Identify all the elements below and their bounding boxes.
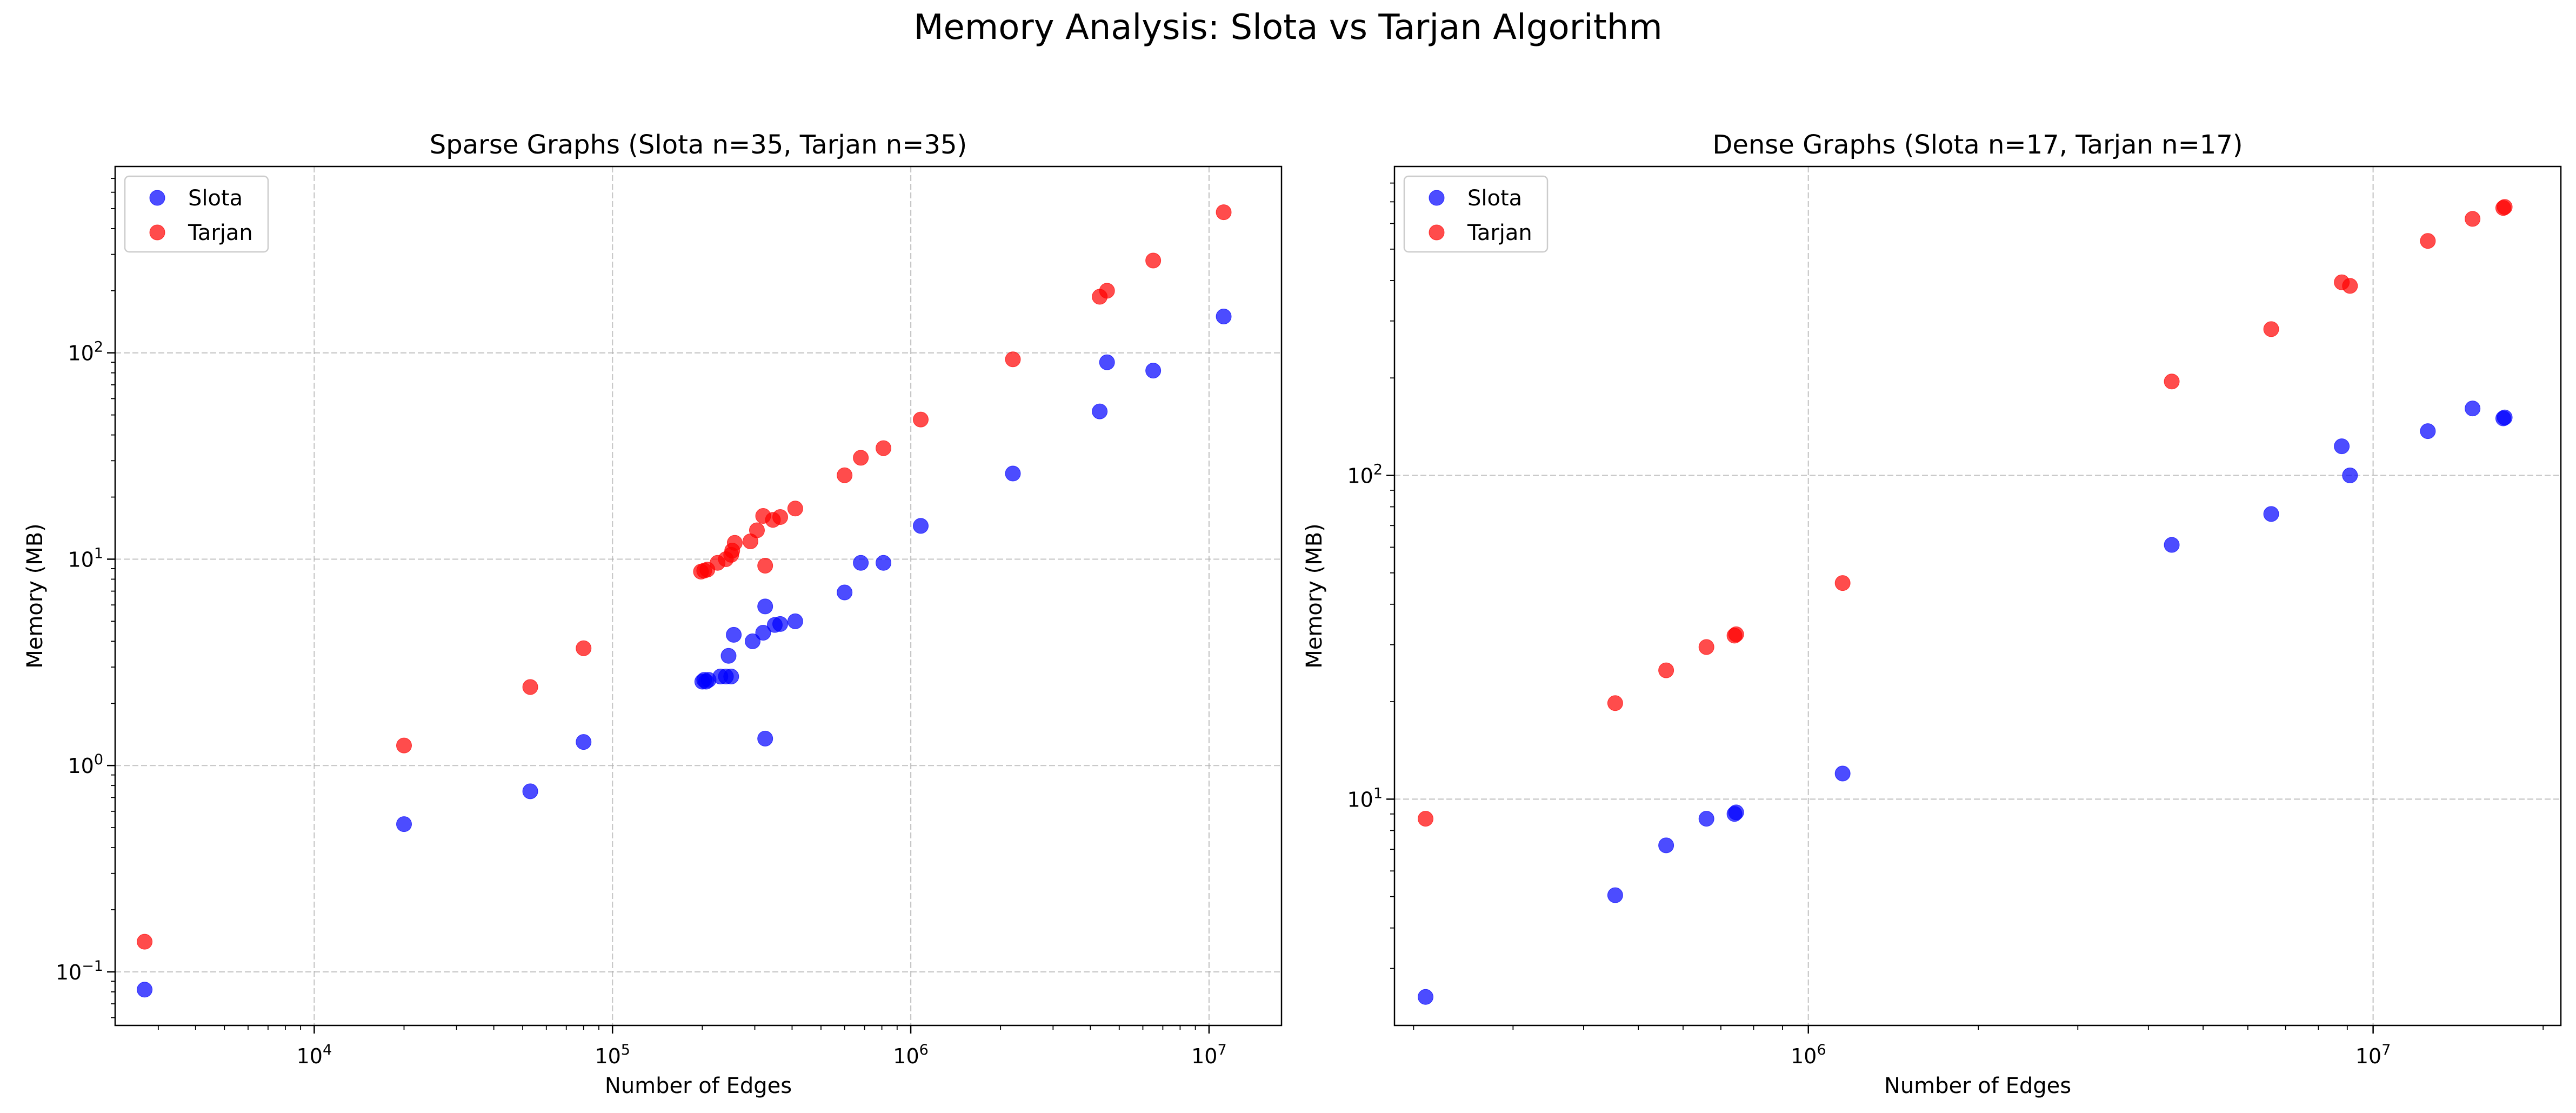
axes-frame: [1393, 165, 2562, 1027]
data-point-tarjan: [1005, 351, 1021, 368]
axes-frame: [114, 165, 1283, 1027]
x-tick-label: 105: [595, 1042, 630, 1068]
data-point-tarjan: [2497, 199, 2513, 215]
data-point-slota: [1418, 989, 1434, 1005]
x-tick-label: 104: [297, 1042, 332, 1068]
data-point-tarjan: [2465, 211, 2481, 227]
data-point-tarjan: [1099, 283, 1115, 299]
figure-suptitle: Memory Analysis: Slota vs Tarjan Algorit…: [913, 8, 1663, 48]
data-point-slota: [1099, 354, 1115, 370]
data-point-slota: [853, 555, 869, 571]
data-point-slota: [1005, 465, 1021, 482]
data-point-tarjan: [1418, 811, 1434, 827]
data-point-slota: [2164, 537, 2180, 553]
panel-title: Dense Graphs (Slota n=17, Tarjan n=17): [1712, 130, 2243, 160]
data-point-slota: [2342, 467, 2358, 483]
data-point-tarjan: [1145, 252, 1162, 269]
data-point-slota: [772, 616, 789, 632]
data-point-slota: [137, 982, 153, 998]
panel-dense: 106 107 101 102 Dense Graphs (Slota n=17, Ta…: [1302, 130, 2562, 1098]
data-point-tarjan: [1728, 626, 1744, 642]
y-axis-label: Memory (MB): [1302, 523, 1327, 669]
legend: Slota Tarjan: [124, 175, 269, 253]
data-point-slota: [2465, 401, 2481, 417]
data-point-slota: [522, 783, 538, 799]
x-tick-label: 106: [1791, 1042, 1826, 1068]
data-point-tarjan: [749, 522, 765, 538]
data-point-slota: [720, 648, 737, 664]
data-point-tarjan: [787, 501, 803, 517]
panel-title: Sparse Graphs (Slota n=35, Tarjan n=35): [430, 130, 967, 160]
data-point-slota: [2497, 409, 2513, 425]
data-point-tarjan: [1698, 639, 1714, 655]
y-tick-label: 100: [68, 751, 103, 778]
data-point-slota: [2334, 438, 2350, 455]
data-point-tarjan: [853, 450, 869, 466]
data-point-slota: [2263, 506, 2279, 522]
legend-marker-tarjan: [1429, 224, 1445, 241]
x-tick-label: 106: [893, 1042, 929, 1068]
data-point-slota: [576, 734, 592, 750]
x-tick-label: 107: [2355, 1042, 2391, 1068]
data-point-slota: [757, 730, 773, 747]
data-point-slota: [1658, 837, 1674, 854]
data-point-slota: [1092, 403, 1108, 419]
data-point-slota: [1834, 765, 1851, 782]
legend-label-slota: Slota: [1467, 186, 1522, 211]
y-tick-label: 102: [1347, 461, 1383, 488]
y-axis-label: Memory (MB): [23, 523, 48, 669]
data-point-tarjan: [876, 440, 892, 456]
data-point-slota: [726, 627, 742, 643]
data-point-tarjan: [2164, 374, 2180, 390]
legend-label-tarjan: Tarjan: [188, 221, 253, 245]
data-point-slota: [396, 816, 412, 832]
data-point-slota: [1145, 363, 1162, 379]
legend-label-tarjan: Tarjan: [1467, 221, 1532, 245]
x-tick-label: 107: [1191, 1042, 1227, 1068]
data-point-slota: [723, 669, 739, 685]
data-point-tarjan: [2420, 233, 2436, 249]
legend-marker-slota: [1429, 190, 1445, 206]
data-point-tarjan: [1607, 695, 1623, 711]
data-point-slota: [755, 625, 771, 641]
data-point-slota: [1216, 309, 1232, 325]
data-point-tarjan: [757, 557, 773, 574]
x-axis-label: Number of Edges: [1884, 1074, 2071, 1098]
data-point-slota: [2420, 423, 2436, 439]
data-point-slota: [837, 584, 853, 601]
legend-marker-tarjan: [149, 224, 165, 241]
data-point-slota: [744, 633, 760, 649]
data-point-tarjan: [1658, 662, 1674, 678]
data-point-slota: [1698, 811, 1714, 827]
y-tick-label: 101: [68, 545, 103, 571]
data-point-tarjan: [1216, 204, 1232, 221]
legend-label-slota: Slota: [188, 186, 243, 211]
y-tick-label: 10−1: [56, 958, 103, 984]
data-point-tarjan: [2263, 321, 2279, 337]
legend: Slota Tarjan: [1403, 175, 1549, 253]
data-point-tarjan: [2342, 278, 2358, 294]
y-tick-label: 101: [1347, 785, 1383, 811]
data-point-tarjan: [772, 509, 789, 525]
data-point-slota: [787, 613, 803, 629]
panel-sparse: 104 105 106 107 10−1 100 101 102 Sparse Graphs (…: [23, 130, 1283, 1098]
data-point-tarjan: [837, 467, 853, 483]
data-point-tarjan: [137, 934, 153, 950]
data-point-tarjan: [1834, 575, 1851, 591]
data-point-tarjan: [522, 679, 538, 695]
data-point-tarjan: [726, 535, 743, 551]
data-point-tarjan: [576, 640, 592, 656]
data-point-slota: [912, 518, 929, 534]
data-point-slota: [1728, 804, 1744, 821]
data-point-slota: [757, 598, 773, 615]
data-point-slota: [1607, 887, 1623, 903]
legend-marker-slota: [149, 190, 165, 206]
x-axis-label: Number of Edges: [605, 1074, 792, 1098]
data-point-tarjan: [912, 411, 929, 428]
y-tick-label: 102: [68, 339, 103, 365]
data-point-tarjan: [396, 737, 412, 754]
data-point-slota: [876, 555, 892, 571]
